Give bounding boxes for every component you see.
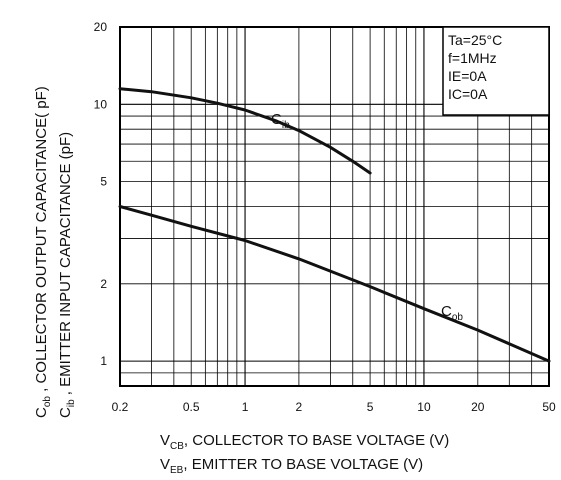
x-tick-label: 20 bbox=[471, 400, 485, 414]
axis-labels: VCB, COLLECTOR TO BASE VOLTAGE (V) VEB, E… bbox=[33, 86, 449, 476]
y-tick-label: 10 bbox=[94, 97, 108, 111]
x-tick-label: 10 bbox=[417, 400, 431, 414]
curve-cib bbox=[118, 87, 372, 175]
curve-cob bbox=[118, 205, 551, 363]
curve-label-cob: Cob bbox=[441, 303, 463, 323]
condition-text: IC=0A bbox=[448, 86, 488, 102]
condition-text: IE=0A bbox=[448, 68, 487, 84]
x-axis-label-line1: VCB, COLLECTOR TO BASE VOLTAGE (V) bbox=[160, 432, 449, 452]
curve-label-cib: Cib bbox=[271, 111, 290, 131]
grid bbox=[120, 27, 549, 386]
tick-labels: 0.2 0.5 1 2 5 10 20 50 1 2 5 10 20 bbox=[94, 20, 556, 414]
x-tick-label: 1 bbox=[242, 400, 249, 414]
x-axis-label-line2: VEB, EMITTER TO BASE VOLTAGE (V) bbox=[160, 456, 423, 476]
x-tick-label: 0.5 bbox=[183, 400, 200, 414]
x-tick-label: 2 bbox=[296, 400, 303, 414]
y-axis-label-line2: Cib , EMITTER INPUT CAPACITANCE (pF) bbox=[57, 132, 77, 418]
y-tick-label: 1 bbox=[100, 354, 107, 368]
condition-text: Ta=25°C bbox=[448, 32, 502, 48]
x-tick-label: 50 bbox=[542, 400, 556, 414]
conditions-box: Ta=25°C f=1MHz IE=0A IC=0A bbox=[442, 26, 550, 116]
y-axis-label-line1: Cob , COLLECTOR OUTPUT CAPACITANCE( pF) bbox=[33, 86, 53, 418]
y-tick-label: 20 bbox=[94, 20, 108, 34]
x-tick-label: 5 bbox=[367, 400, 374, 414]
condition-text: f=1MHz bbox=[448, 50, 497, 66]
y-tick-label: 2 bbox=[100, 277, 107, 291]
x-tick-label: 0.2 bbox=[112, 400, 129, 414]
y-tick-label: 5 bbox=[100, 175, 107, 189]
